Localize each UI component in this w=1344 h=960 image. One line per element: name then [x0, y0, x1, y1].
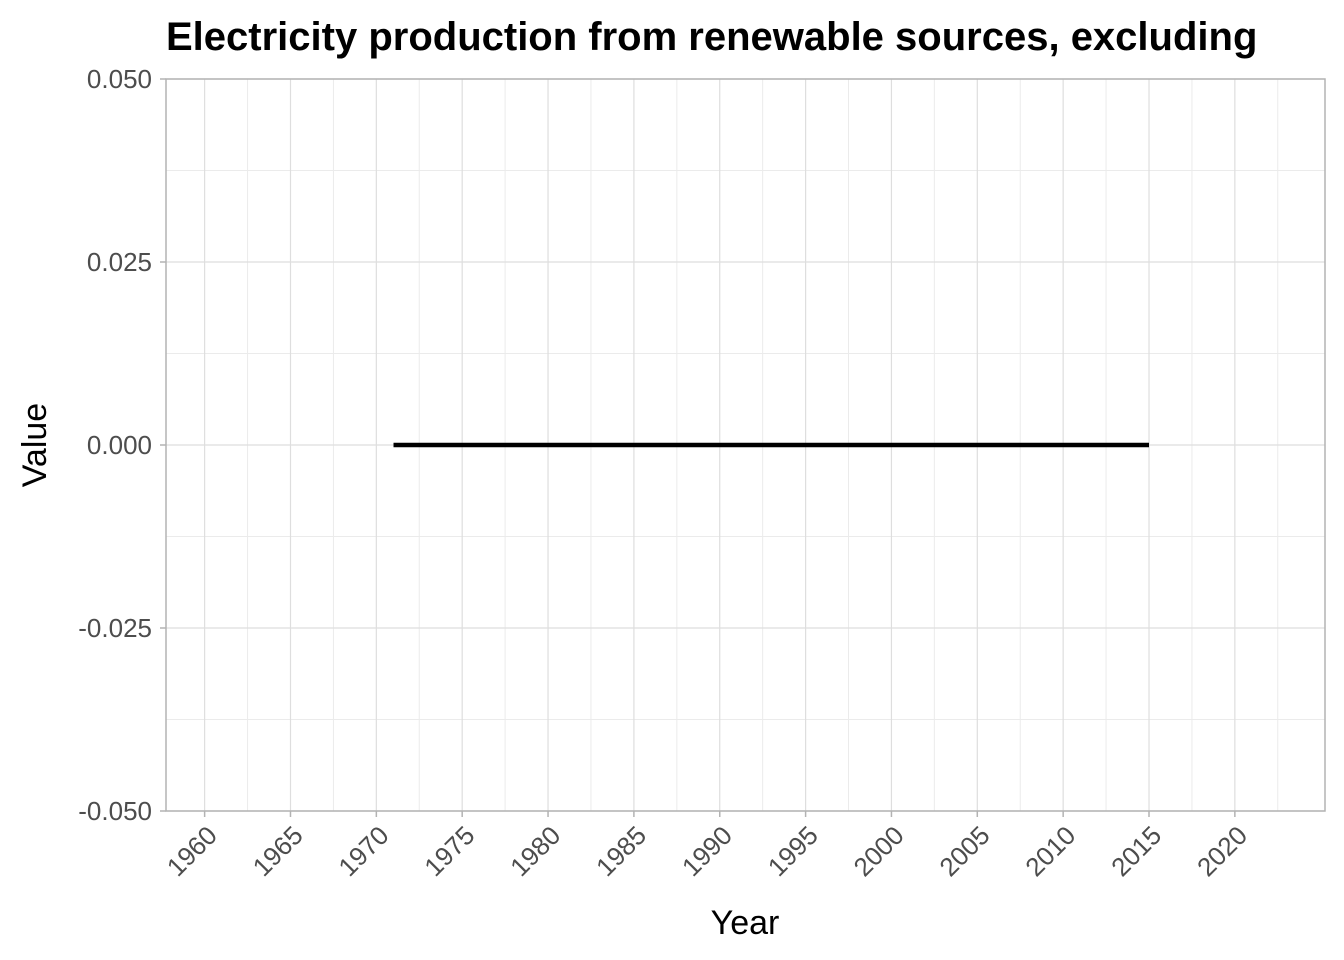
- x-tick-label: 1965: [247, 820, 309, 882]
- y-tick-label: 0.025: [87, 247, 152, 277]
- y-axis-ticks: -0.050 -0.025 0.000 0.025 0.050: [78, 64, 166, 826]
- x-tick-label: 2000: [848, 820, 910, 882]
- x-tick-label: 1995: [762, 820, 824, 882]
- y-axis-label: Value: [16, 403, 54, 487]
- x-axis-ticks: 1960 1965 1970 1975 1980 1985 1990 1995 2000 2005…: [161, 811, 1253, 882]
- y-tick-label: -0.025: [78, 613, 152, 643]
- x-tick-label: 1960: [161, 820, 223, 882]
- x-tick-label: 2015: [1105, 820, 1167, 882]
- x-tick-label: 1975: [418, 820, 480, 882]
- x-tick-label: 2020: [1191, 820, 1253, 882]
- x-tick-label: 2010: [1019, 820, 1081, 882]
- y-tick-label: -0.050: [78, 796, 152, 826]
- x-tick-label: 2005: [933, 820, 995, 882]
- x-tick-label: 1980: [504, 820, 566, 882]
- x-tick-label: 1970: [332, 820, 394, 882]
- x-axis-label: Year: [711, 904, 780, 942]
- y-tick-label: 0.000: [87, 430, 152, 460]
- y-tick-label: 0.050: [87, 64, 152, 94]
- x-tick-label: 1985: [590, 820, 652, 882]
- chart-title: Electricity production from renewable so…: [166, 15, 1257, 59]
- x-tick-label: 1990: [676, 820, 738, 882]
